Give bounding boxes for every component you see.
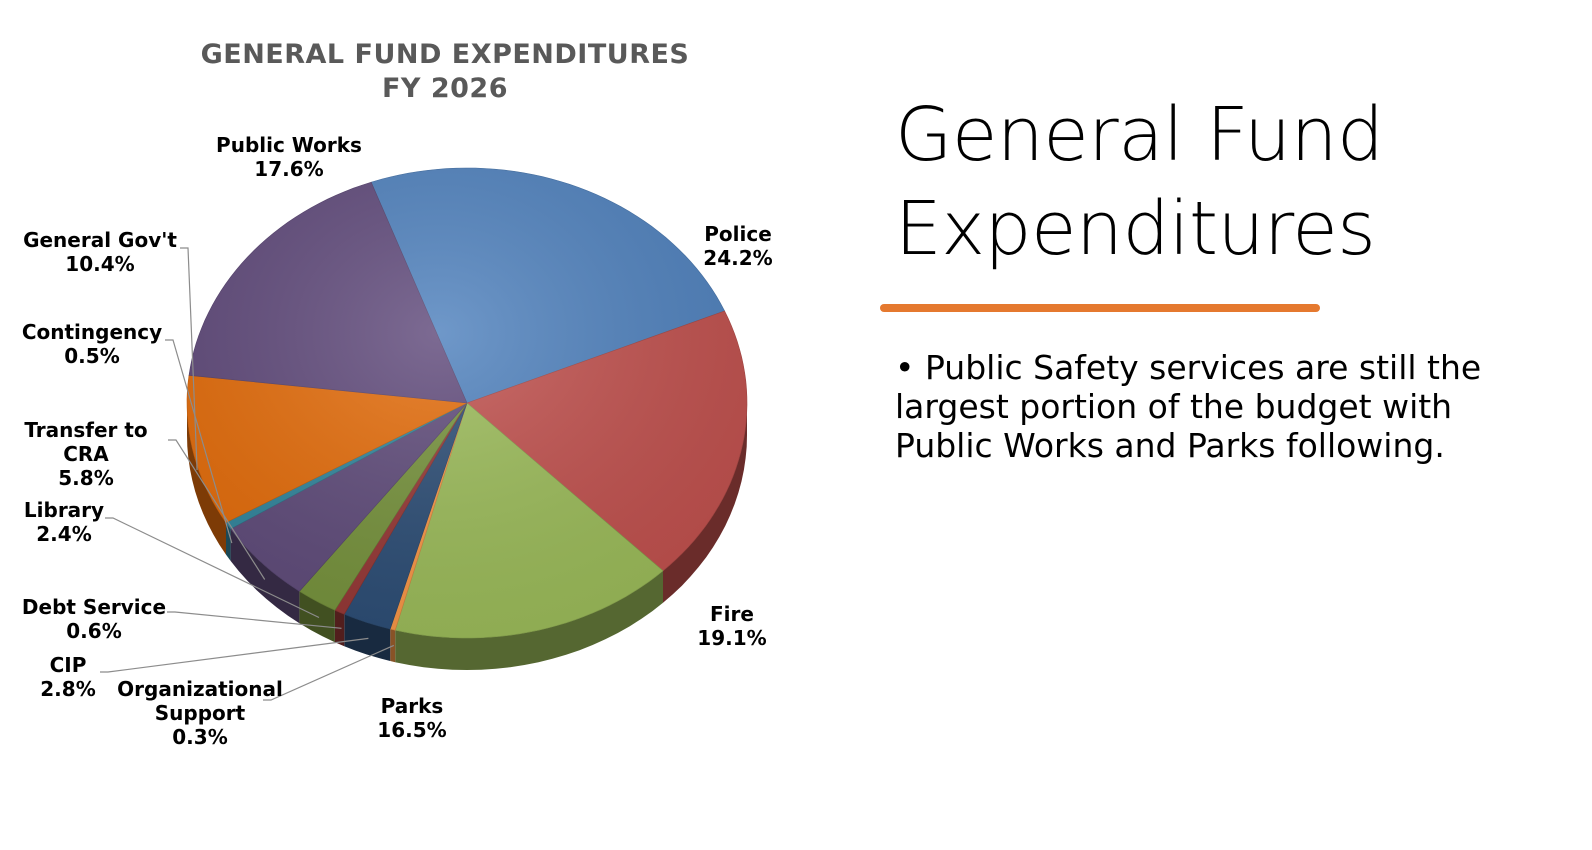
data-label-value: 0.3% xyxy=(172,725,228,749)
data-label-value: 16.5% xyxy=(377,718,447,742)
data-label-name: Public Works xyxy=(216,133,362,157)
bullet-item: • Public Safety services are still the l… xyxy=(895,348,1545,465)
title-underline xyxy=(880,304,1320,312)
leader-line-debt-service xyxy=(167,611,342,629)
data-label-name: Fire xyxy=(710,602,754,626)
data-label-value: 17.6% xyxy=(254,157,324,181)
data-label-name: Support xyxy=(154,701,246,725)
chart-title: GENERAL FUND EXPENDITURES FY 2026 xyxy=(150,38,740,106)
data-label-name: Library xyxy=(23,498,105,522)
data-label-name: Contingency xyxy=(21,320,163,344)
data-label-value: 2.4% xyxy=(36,522,92,546)
data-label-debt-service: Debt Service 0.6% xyxy=(22,595,166,643)
data-label-name: Police xyxy=(704,222,772,246)
data-label-value: 0.5% xyxy=(64,344,120,368)
data-label-library: Library 2.4% xyxy=(24,498,104,546)
pie-chart-canvas xyxy=(100,167,748,701)
data-label-value: 10.4% xyxy=(65,252,135,276)
data-label-public-works: Public Works 17.6% xyxy=(216,133,362,181)
data-label-name: CIP xyxy=(49,653,87,677)
data-label-value: 19.1% xyxy=(697,626,767,650)
data-label-name: CRA xyxy=(63,442,109,466)
leader-line-general-gov-t xyxy=(180,247,198,471)
data-label-parks: Parks 16.5% xyxy=(377,694,446,742)
pie-side-fire xyxy=(663,403,747,603)
data-label-name: Debt Service xyxy=(21,595,167,619)
leader-line-contingency xyxy=(165,339,233,544)
data-label-value: 2.8% xyxy=(40,677,96,701)
chart-title-line-1: GENERAL FUND EXPENDITURES xyxy=(200,39,690,70)
leader-line-library xyxy=(105,517,320,619)
data-label-value: 5.8% xyxy=(58,466,114,490)
pie-gloss xyxy=(187,168,747,638)
data-label-general-gov-t: General Gov't 10.4% xyxy=(23,228,177,276)
leader-line-organizational-support xyxy=(263,644,395,701)
pie-chart: GENERAL FUND EXPENDITURES FY 2026 Police… xyxy=(22,38,773,749)
data-label-organizational-support: Organizational Support 0.3% xyxy=(117,677,283,749)
pie-side-contingency xyxy=(226,522,231,561)
slide-title: General Fund Expenditures xyxy=(895,88,1575,276)
pie-side-parks xyxy=(395,570,663,670)
chart-title-line-2: FY 2026 xyxy=(381,73,509,104)
data-label-police: Police 24.2% xyxy=(703,222,772,270)
data-label-transfer-to-cra: Transfer to CRA 5.8% xyxy=(24,418,147,490)
leader-line-cip xyxy=(100,637,369,673)
data-label-name: Organizational xyxy=(117,677,283,701)
data-label-value: 0.6% xyxy=(66,619,122,643)
data-label-name: Parks xyxy=(380,694,444,718)
data-label-fire: Fire 19.1% xyxy=(697,602,766,650)
data-label-name: Transfer to xyxy=(24,418,148,442)
data-label-contingency: Contingency 0.5% xyxy=(22,320,162,368)
leader-line-transfer-to-cra xyxy=(168,439,266,580)
data-label-name: General Gov't xyxy=(23,228,177,252)
bullet-text: Public Safety services are still the lar… xyxy=(895,348,1482,465)
pie-side-general-gov-t xyxy=(187,403,226,555)
slide-title-line-1: General Fund xyxy=(895,92,1384,178)
data-label-value: 24.2% xyxy=(703,246,773,270)
bullet-marker: • xyxy=(895,348,915,387)
pie-side-cip xyxy=(344,614,391,661)
data-label-cip: CIP 2.8% xyxy=(40,653,95,701)
slide-title-line-2: Expenditures xyxy=(895,186,1376,272)
